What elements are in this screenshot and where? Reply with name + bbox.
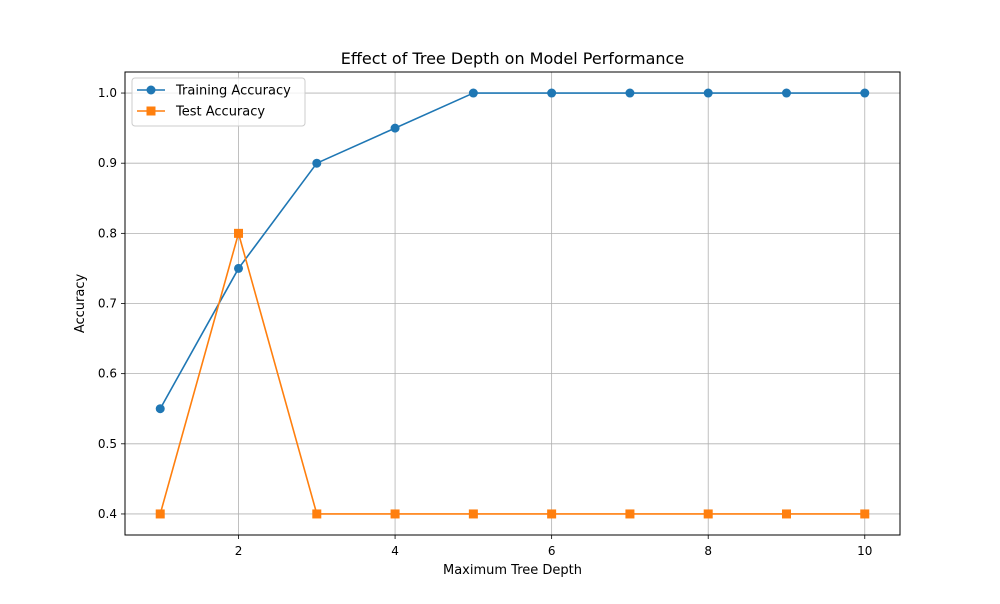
test-accuracy-point [234,228,244,238]
legend-label: Training Accuracy [175,84,291,99]
training-accuracy-point [547,88,557,98]
y-tick-label: 1.0 [98,86,117,100]
grid [125,72,900,535]
test-accuracy-point [625,509,635,519]
legend-swatch-marker [146,85,156,95]
test-accuracy-point [860,509,870,519]
training-accuracy-point [468,88,478,98]
x-tick-label: 8 [704,544,712,558]
chart-title: Effect of Tree Depth on Model Performanc… [341,49,684,68]
legend-swatch-marker [146,106,156,116]
y-axis-label: Accuracy [73,274,88,334]
legend-item-training-accuracy: Training Accuracy [137,84,291,99]
y-axis-ticks: 0.4 0.5 0.6 0.7 0.8 0.9 1.0 [98,86,125,521]
training-accuracy-point [234,263,244,273]
training-accuracy-point [781,88,791,98]
y-tick-label: 0.5 [98,437,117,451]
legend-label: Test Accuracy [175,105,265,120]
test-accuracy-point [703,509,713,519]
legend: Training Accuracy Test Accuracy [131,77,306,127]
test-accuracy-point [155,509,165,519]
training-accuracy-point [703,88,713,98]
test-accuracy-point [312,509,322,519]
y-tick-label: 0.6 [98,367,117,381]
y-tick-label: 0.7 [98,297,117,311]
x-axis-ticks: 2 4 6 8 10 [235,535,872,558]
y-tick-label: 0.9 [98,156,117,170]
training-accuracy-line [159,92,865,410]
x-axis-label: Maximum Tree Depth [443,563,582,578]
training-accuracy-point [312,158,322,168]
test-accuracy-point [390,509,400,519]
test-accuracy-point [547,509,557,519]
y-tick-label: 0.4 [98,507,117,521]
training-accuracy-point [390,123,400,133]
training-accuracy-point [625,88,635,98]
legend-item-test-accuracy: Test Accuracy [137,105,265,120]
training-accuracy-point [860,88,870,98]
test-accuracy-point [468,509,478,519]
x-tick-label: 2 [235,544,243,558]
test-accuracy-line [159,232,865,515]
x-tick-label: 4 [391,544,399,558]
y-tick-label: 0.8 [98,226,117,240]
series-layer [155,88,870,519]
legend-box [131,77,306,127]
test-accuracy-series [155,228,870,519]
training-accuracy-point [155,404,165,414]
x-tick-label: 6 [548,544,556,558]
training-accuracy-series [155,88,870,414]
x-tick-label: 10 [857,544,872,558]
test-accuracy-point [781,509,791,519]
